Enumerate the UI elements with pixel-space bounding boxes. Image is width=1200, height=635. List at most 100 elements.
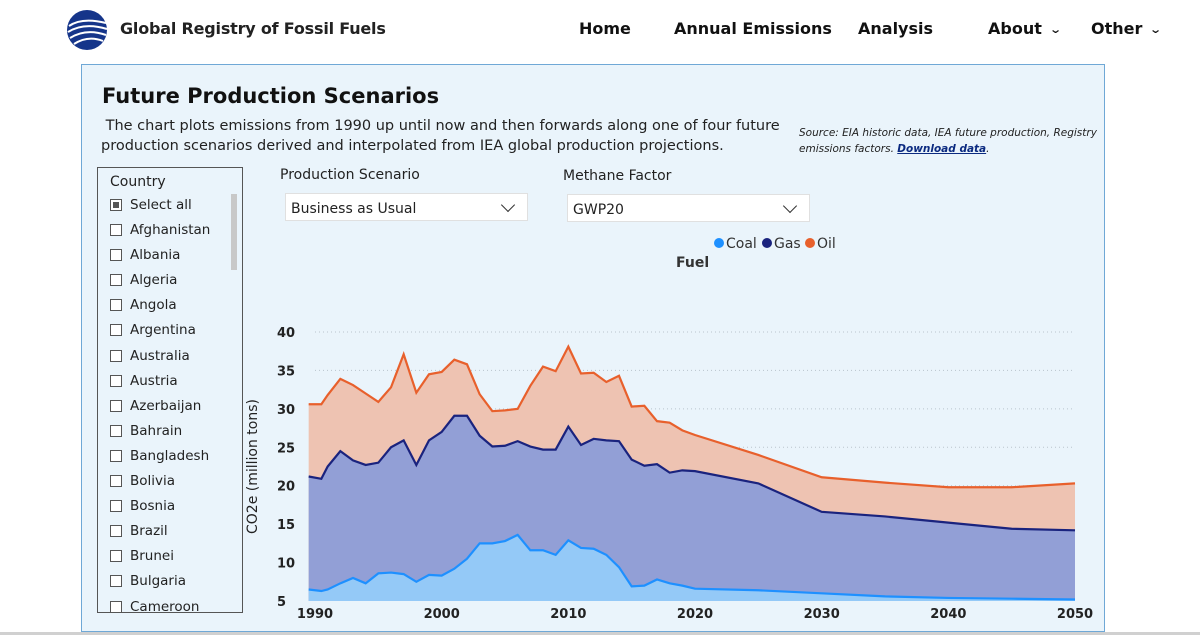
slicer-item[interactable]: Afghanistan: [110, 222, 230, 247]
y-tick-label: 5: [277, 595, 286, 610]
nav-analysis[interactable]: Analysis: [858, 19, 933, 38]
checkbox[interactable]: [110, 424, 122, 437]
nav-about[interactable]: About ⌄: [988, 19, 1062, 38]
checkbox[interactable]: [110, 575, 122, 588]
nav-annual-emissions-label: Annual Emissions: [674, 19, 832, 38]
slicer-select-all[interactable]: Select all: [110, 197, 230, 222]
methane-factor-dropdown[interactable]: GWP20: [567, 194, 810, 222]
x-tick-label: 2020: [677, 607, 713, 622]
chevron-down-icon: ⌄: [1149, 23, 1163, 36]
legend-marker-oil: [805, 238, 815, 248]
source-text: Source: EIA historic data, IEA future pr…: [799, 127, 1097, 155]
slicer-item-label: Azerbaijan: [130, 397, 202, 414]
country-slicer: Country Select all Afghanistan Albania Alge…: [97, 167, 243, 613]
slicer-item-label: Austria: [130, 372, 178, 389]
country-list: Select all Afghanistan Albania Algeria Angol…: [110, 197, 230, 613]
slicer-item[interactable]: Brazil: [110, 523, 230, 548]
series-line-gas: [308, 414, 1076, 532]
legend-marker-gas: [762, 238, 772, 248]
page-bottom-border: [0, 632, 1200, 635]
x-tick-label: 2030: [804, 607, 840, 622]
production-scenario-value: Business as Usual: [291, 201, 417, 217]
nav-about-label: About: [988, 19, 1042, 38]
checkbox[interactable]: [110, 199, 122, 211]
slicer-item[interactable]: Algeria: [110, 272, 230, 297]
slicer-item[interactable]: Australia: [110, 348, 230, 373]
emissions-area-chart: 5 10 15 20 25 30 35 40 1990 2000 2010 2020 2030 2040 2…: [245, 236, 1093, 622]
slicer-item[interactable]: Cameroon: [110, 598, 230, 613]
slicer-item-label: Brazil: [130, 523, 168, 540]
production-scenario-label: Production Scenario: [280, 167, 420, 183]
nav-other-label: Other: [1091, 19, 1143, 38]
slicer-item[interactable]: Argentina: [110, 322, 230, 347]
slicer-item-label: Bolivia: [130, 473, 176, 490]
checkbox[interactable]: [110, 449, 122, 462]
nav-other[interactable]: Other ⌄: [1091, 19, 1163, 38]
slicer-item[interactable]: Bangladesh: [110, 448, 230, 473]
checkbox[interactable]: [110, 249, 122, 262]
legend-label-gas: Gas: [774, 236, 801, 252]
slicer-item-label: Afghanistan: [130, 222, 211, 239]
y-tick-label: 15: [277, 518, 295, 533]
slicer-item[interactable]: Austria: [110, 373, 230, 398]
nav-home-label: Home: [579, 19, 631, 38]
slicer-item[interactable]: Albania: [110, 247, 230, 272]
checkbox[interactable]: [110, 600, 122, 612]
chevron-down-icon: [500, 197, 516, 213]
slicer-item-label: Brunei: [130, 548, 174, 565]
slicer-item[interactable]: Bolivia: [110, 473, 230, 498]
country-list-scrollbar[interactable]: [231, 194, 237, 270]
slicer-item-label: Cameroon: [130, 598, 200, 613]
checkbox[interactable]: [110, 224, 122, 237]
slicer-item-label: Bangladesh: [130, 447, 210, 464]
methane-factor-label: Methane Factor: [563, 168, 672, 184]
country-slicer-title: Country: [110, 174, 166, 190]
slicer-item[interactable]: Bulgaria: [110, 573, 230, 598]
slicer-item-label: Australia: [130, 347, 190, 364]
checkbox[interactable]: [110, 299, 122, 312]
x-tick-label: 2050: [1057, 607, 1093, 622]
download-data-link[interactable]: Download data: [897, 143, 987, 155]
x-tick-label: 1990: [297, 607, 333, 622]
chevron-down-icon: [782, 198, 798, 214]
y-tick-label: 20: [277, 480, 295, 495]
slicer-item[interactable]: Azerbaijan: [110, 398, 230, 423]
legend-marker-coal: [714, 238, 724, 248]
y-tick-label: 35: [277, 364, 295, 379]
slicer-item[interactable]: Brunei: [110, 548, 230, 573]
y-tick-label: 10: [277, 557, 295, 572]
y-axis-label: CO2e (million tons): [245, 399, 261, 534]
checkbox[interactable]: [110, 274, 122, 287]
slicer-item-label: Albania: [130, 247, 181, 264]
slicer-item[interactable]: Bosnia: [110, 498, 230, 523]
source-note: Source: EIA historic data, IEA future pr…: [799, 125, 1099, 157]
checkbox[interactable]: [110, 550, 122, 563]
scenario-panel: Future Production Scenarios The chart pl…: [81, 64, 1105, 632]
slicer-item-label: Bulgaria: [130, 573, 186, 590]
series-line-oil: [308, 344, 1076, 489]
checkbox[interactable]: [110, 324, 122, 337]
checkbox[interactable]: [110, 399, 122, 412]
checkbox[interactable]: [110, 500, 122, 513]
checkbox[interactable]: [110, 374, 122, 387]
checkbox[interactable]: [110, 475, 122, 488]
registry-logo-icon[interactable]: [66, 9, 108, 51]
methane-factor-value: GWP20: [573, 202, 624, 218]
y-tick-label: 25: [277, 441, 295, 456]
legend-title: Fuel: [676, 255, 709, 271]
slicer-item[interactable]: Bahrain: [110, 423, 230, 448]
nav-annual-emissions[interactable]: Annual Emissions: [674, 19, 832, 38]
page-title: Future Production Scenarios: [102, 84, 440, 108]
checkbox[interactable]: [110, 525, 122, 538]
checkbox[interactable]: [110, 349, 122, 362]
slicer-item-label: Bosnia: [130, 498, 176, 515]
x-tick-label: 2010: [550, 607, 586, 622]
site-brand-name[interactable]: Global Registry of Fossil Fuels: [120, 19, 386, 38]
production-scenario-dropdown[interactable]: Business as Usual: [285, 193, 528, 221]
slicer-item-label: Algeria: [130, 272, 178, 289]
series-line-coal: [308, 533, 1076, 601]
legend-label-coal: Coal: [726, 236, 757, 252]
nav-home[interactable]: Home: [579, 19, 631, 38]
top-navigation-bar: Global Registry of Fossil Fuels Home Ann…: [0, 0, 1200, 62]
slicer-item[interactable]: Angola: [110, 297, 230, 322]
